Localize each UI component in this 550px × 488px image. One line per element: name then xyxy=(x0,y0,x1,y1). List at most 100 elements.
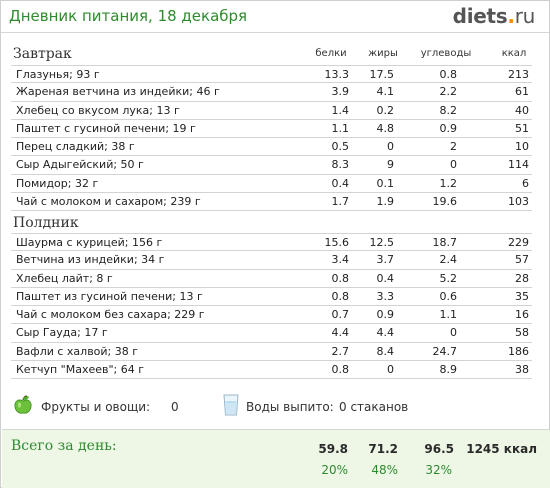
food-name: Помидор; 32 г xyxy=(16,176,99,190)
food-name: Хлебец лайт; 8 г xyxy=(16,271,113,285)
carbs-value: 24.7 xyxy=(432,344,458,358)
food-name: Шаурма с курицей; 156 г xyxy=(16,236,163,249)
protein-value: 0.8 xyxy=(331,363,350,377)
logo-text: diets xyxy=(452,4,508,28)
kcal-value: 186 xyxy=(508,344,529,358)
kcal-value: 10 xyxy=(515,140,529,154)
protein-value: 15.6 xyxy=(324,236,350,249)
food-row: Глазунья; 93 г 13.3 17.5 0.8 213 xyxy=(11,65,532,84)
food-name: Вафли с халвой; 38 г xyxy=(16,344,139,358)
food-row: Помидор; 32 г 0.4 0.1 1.2 6 xyxy=(11,175,532,194)
fat-value: 1.9 xyxy=(376,195,395,209)
protein-value: 3.4 xyxy=(331,253,350,267)
daily-totals: Всего за день: 59.8 71.2 96.5 1245 ккал … xyxy=(2,429,550,488)
carbs-value: 2 xyxy=(450,140,457,154)
carbs-value: 19.6 xyxy=(432,195,458,209)
food-row: Ветчина из индейки; 34 г 3.4 3.7 2.4 57 xyxy=(11,251,532,270)
protein-value: 0.7 xyxy=(331,308,350,322)
totals-label: Всего за день: xyxy=(11,438,117,454)
food-row: Вафли с халвой; 38 г 2.7 8.4 24.7 186 xyxy=(11,343,532,362)
kcal-value: 28 xyxy=(515,271,529,285)
kcal-value: 61 xyxy=(515,85,529,99)
protein-value: 1.1 xyxy=(331,121,350,135)
carbs-value: 1.1 xyxy=(439,308,458,322)
apple-icon xyxy=(14,395,32,414)
fat-value: 4.4 xyxy=(376,326,395,340)
carbs-value: 18.7 xyxy=(432,236,458,249)
food-name: Сыр Гауда; 17 г xyxy=(16,326,108,340)
food-row: Чай с молоком без сахара; 229 г 0.7 0.9 1.1… xyxy=(11,306,532,325)
food-row: Чай с молоком и сахаром; 239 г 1.7 1.9 19.6… xyxy=(11,193,532,212)
carbs-value: 0 xyxy=(450,326,457,340)
food-name: Сыр Адыгейский; 50 г xyxy=(16,158,144,172)
kcal-value: 114 xyxy=(508,158,529,172)
food-name: Чай с молоком без сахара; 229 г xyxy=(16,308,205,322)
food-row: Паштет с гусиной печени; 19 г 1.1 4.8 0.9 51 xyxy=(11,120,532,139)
carbs-value: 0 xyxy=(450,158,457,172)
carbs-percent: 32% xyxy=(425,463,452,477)
kcal-value: 57 xyxy=(515,253,529,267)
section-title-snack: Полдник xyxy=(13,215,79,231)
fruits-label: Фрукты и овощи: xyxy=(41,400,151,414)
page-title: Дневник питания, 18 декабря xyxy=(9,7,248,25)
carbs-value: 8.2 xyxy=(439,103,458,117)
section-title-breakfast: Завтрак xyxy=(13,46,72,62)
protein-value: 13.3 xyxy=(324,68,350,81)
food-name: Перец сладкий; 38 г xyxy=(16,140,135,154)
carbs-value: 5.2 xyxy=(439,271,458,285)
logo-tld: ru xyxy=(514,4,536,28)
fat-value: 0 xyxy=(387,363,394,377)
carbs-value: 0.6 xyxy=(439,289,458,303)
food-name: Хлебец со вкусом лука; 13 г xyxy=(16,103,180,117)
water-glass-icon xyxy=(223,394,239,416)
food-name: Глазунья; 93 г xyxy=(16,68,100,81)
kcal-value: 51 xyxy=(515,121,529,135)
food-name: Чай с молоком и сахаром; 239 г xyxy=(16,195,201,209)
site-logo[interactable]: diets.ru xyxy=(452,4,536,28)
kcal-value: 35 xyxy=(515,289,529,303)
food-row: Жареная ветчина из индейки; 46 г 3.9 4.1 2.… xyxy=(11,83,532,102)
breakfast-table: Глазунья; 93 г 13.3 17.5 0.8 213 Жареная ветч… xyxy=(11,65,532,212)
carbs-value: 0.8 xyxy=(439,68,458,81)
fat-value: 4.1 xyxy=(376,85,395,99)
food-row: Шаурма с курицей; 156 г 15.6 12.5 18.7 229 xyxy=(11,233,532,252)
carbs-value: 0.9 xyxy=(439,121,458,135)
fat-value: 4.8 xyxy=(376,121,395,135)
protein-value: 4.4 xyxy=(331,326,350,340)
food-row: Хлебец со вкусом лука; 13 г 1.4 0.2 8.2 40 xyxy=(11,102,532,120)
total-protein: 59.8 xyxy=(318,442,348,456)
kcal-value: 213 xyxy=(508,68,529,81)
food-row: Сыр Адыгейский; 50 г 8.3 9 0 114 xyxy=(11,156,532,175)
food-row: Паштет из гусиной печени; 13 г 0.8 3.3 0.6 3… xyxy=(11,288,532,307)
food-name: Кетчуп "Махеев"; 64 г xyxy=(16,363,145,377)
col-protein: белки xyxy=(315,48,347,59)
logo-dot: . xyxy=(507,4,515,28)
food-name: Ветчина из индейки; 34 г xyxy=(16,253,165,267)
kcal-value: 16 xyxy=(515,308,529,322)
food-row: Перец сладкий; 38 г 0.5 0 2 10 xyxy=(11,138,532,157)
col-fat: жиры xyxy=(368,48,398,59)
total-fat: 71.2 xyxy=(368,442,398,456)
carbs-value: 2.2 xyxy=(439,85,458,99)
fat-value: 8.4 xyxy=(376,344,395,358)
protein-value: 0.4 xyxy=(331,176,350,190)
carbs-value: 2.4 xyxy=(439,253,458,267)
protein-value: 1.7 xyxy=(331,195,350,209)
protein-value: 0.8 xyxy=(331,289,350,303)
fat-value: 9 xyxy=(387,158,394,172)
food-name: Жареная ветчина из индейки; 46 г xyxy=(16,85,220,99)
kcal-value: 103 xyxy=(508,195,529,209)
fat-value: 0 xyxy=(387,140,394,154)
carbs-value: 1.2 xyxy=(439,176,458,190)
col-carbs: углеводы xyxy=(420,48,472,59)
fat-value: 0.1 xyxy=(376,176,395,190)
extras-row: Фрукты и овощи: 0 Воды выпито: 0 стакано… xyxy=(11,393,531,423)
fat-value: 3.7 xyxy=(376,253,395,267)
protein-value: 8.3 xyxy=(331,158,350,172)
carbs-value: 8.9 xyxy=(439,363,458,377)
kcal-value: 40 xyxy=(515,103,529,117)
kcal-value: 6 xyxy=(522,176,529,190)
fat-value: 17.5 xyxy=(369,68,395,81)
fat-value: 0.4 xyxy=(376,271,395,285)
